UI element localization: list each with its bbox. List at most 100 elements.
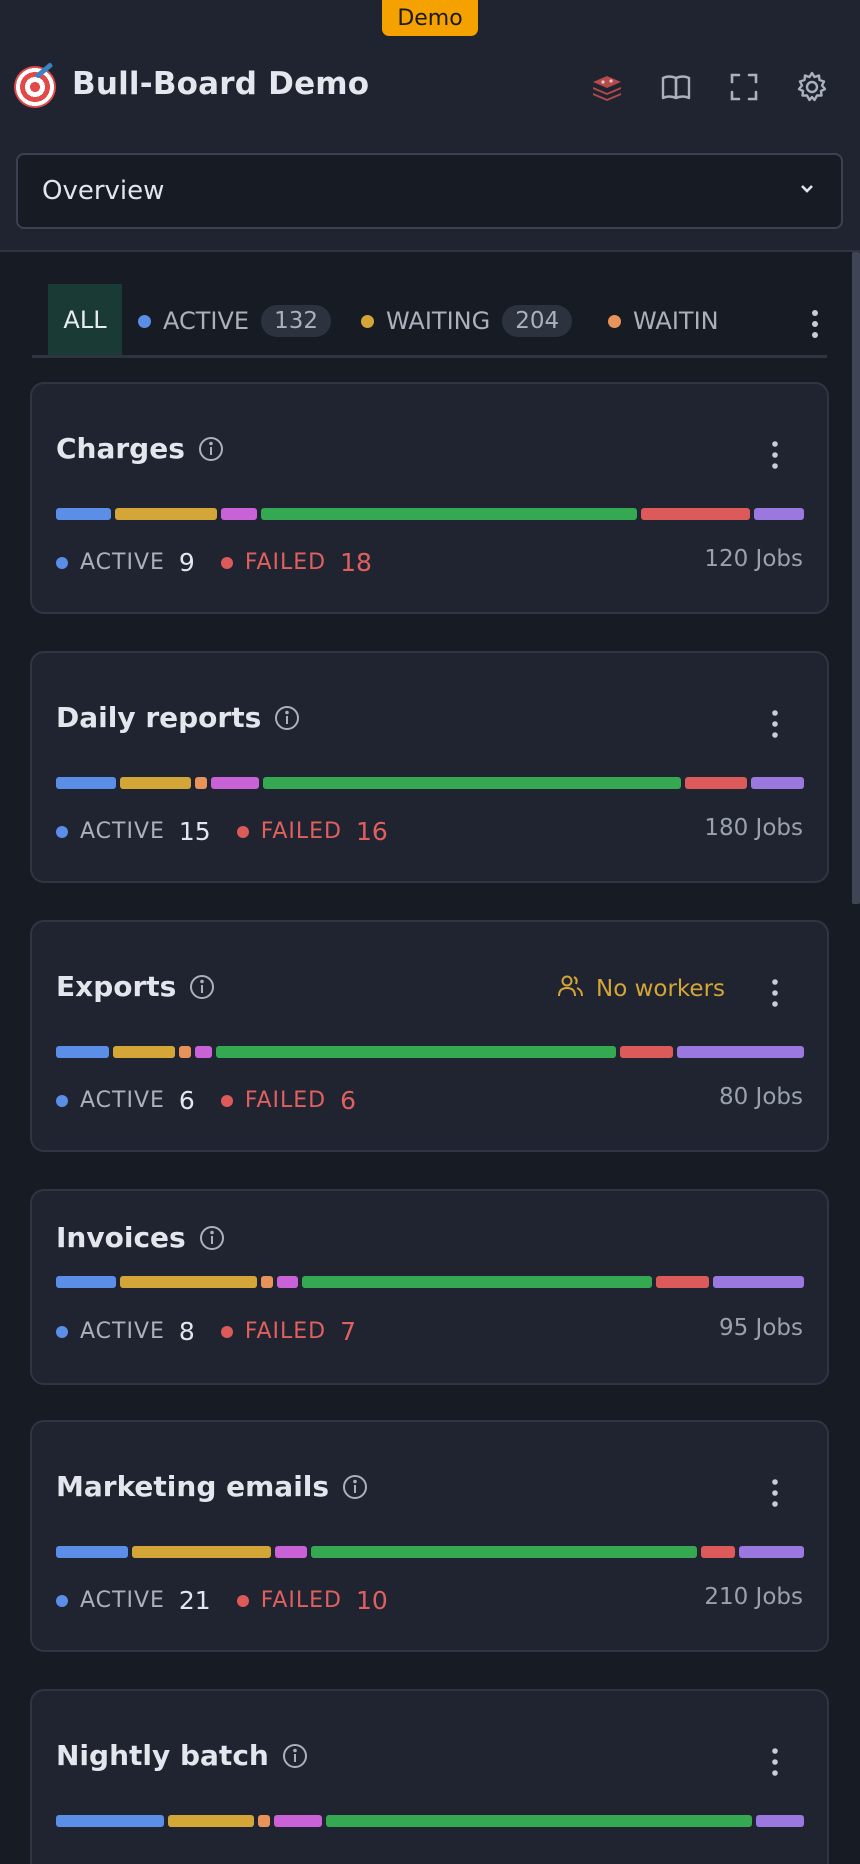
status-segment-prioritized[interactable]: [751, 777, 804, 789]
status-segment-completed[interactable]: [215, 1046, 617, 1058]
status-segment-waiting[interactable]: [119, 777, 192, 789]
status-dot: [236, 1594, 249, 1607]
queue-name[interactable]: Charges: [56, 432, 225, 465]
stat-label: FAILED: [244, 1319, 327, 1344]
status-dot: [220, 1094, 233, 1107]
queue-stats: ACTIVE 6 FAILED 6: [56, 1086, 382, 1115]
info-icon[interactable]: [197, 435, 225, 463]
status-segment-delayed[interactable]: [179, 1046, 192, 1058]
status-dot: [608, 314, 621, 328]
queue-card[interactable]: Daily reports ACTIVE 15 FAILED 16 180 Jo…: [30, 651, 829, 883]
status-segment-waiting[interactable]: [167, 1815, 254, 1827]
app-title: Bull-Board Demo: [72, 66, 370, 102]
status-segment-delayed[interactable]: [260, 1276, 273, 1288]
status-segment-active[interactable]: [56, 508, 111, 520]
queue-name[interactable]: Exports: [56, 970, 216, 1003]
status-segment-failed[interactable]: [685, 777, 748, 789]
status-segment-completed[interactable]: [302, 1276, 653, 1288]
status-segment-prioritized[interactable]: [712, 1276, 804, 1288]
status-segment-completed[interactable]: [260, 508, 637, 520]
tab-active[interactable]: ACTIVE 132: [138, 302, 331, 340]
status-segment-failed[interactable]: [656, 1276, 709, 1288]
status-segment-prioritized[interactable]: [739, 1546, 804, 1558]
info-icon[interactable]: [341, 1473, 369, 1501]
scrollbar-thumb[interactable]: [852, 252, 860, 904]
tab-all[interactable]: ALL: [48, 284, 122, 355]
status-segment-waiting[interactable]: [119, 1276, 257, 1288]
status-segment-paused[interactable]: [275, 1546, 307, 1558]
active-stat[interactable]: ACTIVE 6: [56, 1086, 195, 1115]
status-segment-paused[interactable]: [273, 1815, 322, 1827]
queue-card[interactable]: Nightly batch: [30, 1689, 829, 1864]
chevron-down-icon: [801, 185, 813, 193]
info-icon[interactable]: [281, 1742, 309, 1770]
info-icon[interactable]: [198, 1224, 226, 1252]
status-segment-paused[interactable]: [276, 1276, 299, 1288]
tab-waiting[interactable]: WAITING 204: [361, 302, 573, 340]
more-vertical-icon[interactable]: [765, 976, 785, 1010]
status-segment-completed[interactable]: [263, 777, 682, 789]
tab-count: 132: [261, 305, 331, 337]
active-stat[interactable]: ACTIVE 15: [56, 817, 211, 846]
status-segment-prioritized[interactable]: [756, 1815, 804, 1827]
active-stat[interactable]: ACTIVE 8: [56, 1317, 195, 1346]
book-icon[interactable]: [659, 70, 693, 104]
redis-icon[interactable]: [590, 70, 624, 104]
failed-stat[interactable]: FAILED 18: [220, 548, 372, 577]
status-segment-paused[interactable]: [211, 777, 260, 789]
info-icon[interactable]: [273, 704, 301, 732]
job-count: 180 Jobs: [704, 815, 803, 841]
status-segment-active[interactable]: [56, 1276, 116, 1288]
status-bar: [56, 508, 804, 520]
status-segment-active[interactable]: [56, 1815, 164, 1827]
queue-card[interactable]: Charges ACTIVE 9 FAILED 18 120 Jobs: [30, 382, 829, 614]
status-bar: [56, 1546, 804, 1558]
more-vertical-icon[interactable]: [765, 1745, 785, 1779]
stat-count: 21: [178, 1586, 211, 1615]
more-vertical-icon[interactable]: [765, 707, 785, 741]
info-icon[interactable]: [188, 973, 216, 1001]
status-segment-delayed[interactable]: [257, 1815, 270, 1827]
settings-icon[interactable]: [795, 70, 829, 104]
queue-name[interactable]: Invoices: [56, 1221, 226, 1254]
status-segment-active[interactable]: [56, 1546, 129, 1558]
active-stat[interactable]: ACTIVE 9: [56, 548, 195, 577]
fullscreen-icon[interactable]: [727, 70, 761, 104]
status-segment-completed[interactable]: [310, 1546, 698, 1558]
queue-name-text: Nightly batch: [56, 1739, 269, 1772]
status-segment-waiting[interactable]: [112, 1046, 176, 1058]
more-vertical-icon[interactable]: [800, 306, 827, 342]
status-segment-delayed[interactable]: [195, 777, 208, 789]
more-vertical-icon[interactable]: [765, 438, 785, 472]
status-segment-waiting[interactable]: [132, 1546, 272, 1558]
status-segment-waiting[interactable]: [114, 508, 218, 520]
status-segment-active[interactable]: [56, 1046, 109, 1058]
stat-count: 10: [356, 1586, 388, 1615]
queue-name[interactable]: Marketing emails: [56, 1470, 369, 1503]
queue-card[interactable]: Exports No workers ACTIVE 6 FAILED 6 80 …: [30, 920, 829, 1152]
status-segment-failed[interactable]: [620, 1046, 673, 1058]
active-stat[interactable]: ACTIVE 21: [56, 1586, 211, 1615]
status-segment-paused[interactable]: [195, 1046, 212, 1058]
status-segment-failed[interactable]: [640, 508, 751, 520]
status-segment-active[interactable]: [56, 777, 116, 789]
tab-label: WAITING: [386, 307, 491, 335]
failed-stat[interactable]: FAILED 7: [220, 1317, 356, 1346]
failed-stat[interactable]: FAILED 16: [236, 817, 388, 846]
failed-stat[interactable]: FAILED 10: [236, 1586, 388, 1615]
more-vertical-icon[interactable]: [765, 1476, 785, 1510]
queue-name[interactable]: Nightly batch: [56, 1739, 309, 1772]
queue-name[interactable]: Daily reports: [56, 701, 301, 734]
status-segment-failed[interactable]: [701, 1546, 736, 1558]
queue-card[interactable]: Invoices ACTIVE 8 FAILED 7 95 Jobs: [30, 1189, 829, 1385]
status-segment-prioritized[interactable]: [676, 1046, 804, 1058]
status-segment-completed[interactable]: [325, 1815, 753, 1827]
status-segment-paused[interactable]: [221, 508, 257, 520]
queue-view-select[interactable]: Overview: [16, 153, 843, 229]
failed-stat[interactable]: FAILED 6: [220, 1086, 356, 1115]
queue-stats: ACTIVE 9 FAILED 18: [56, 548, 398, 577]
status-tabs: ALL ACTIVE 132 WAITING 204 WAITIN: [32, 284, 827, 358]
queue-card[interactable]: Marketing emails ACTIVE 21 FAILED 10 210…: [30, 1420, 829, 1652]
tab-waiting-children[interactable]: WAITIN: [608, 302, 719, 340]
status-segment-prioritized[interactable]: [754, 508, 804, 520]
